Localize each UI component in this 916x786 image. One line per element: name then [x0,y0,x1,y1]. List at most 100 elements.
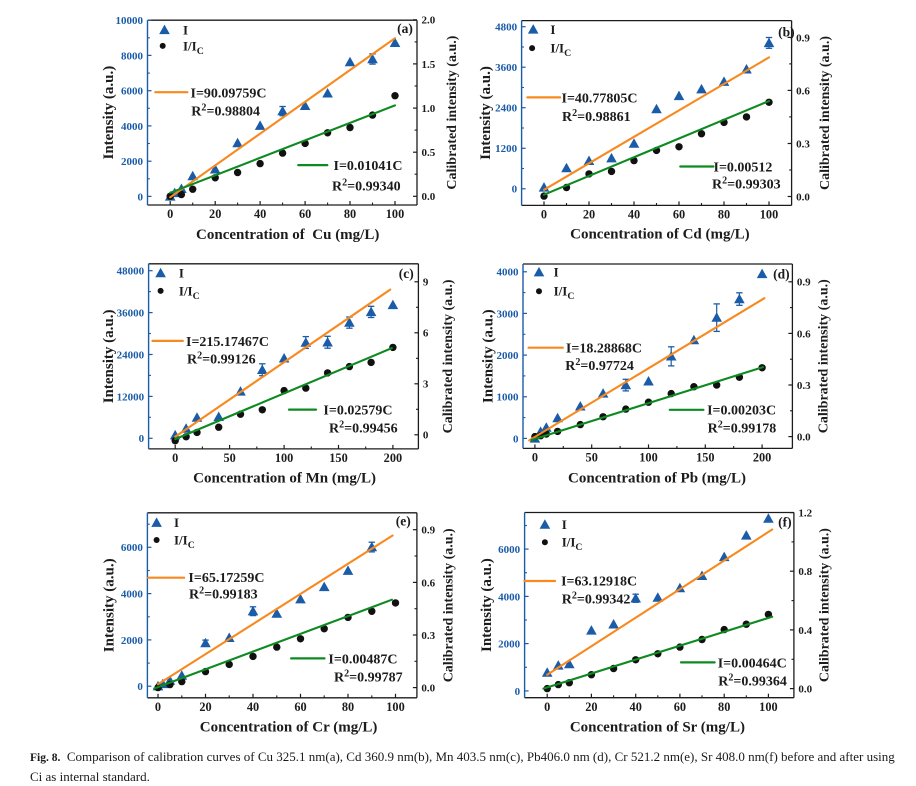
svg-text:4000: 4000 [121,121,144,133]
svg-text:100: 100 [760,208,778,222]
svg-text:Concentration of Cd (mg/L): Concentration of Cd (mg/L) [570,227,750,243]
svg-text:4000: 4000 [121,589,144,601]
svg-text:0.4: 0.4 [798,625,812,637]
svg-text:50: 50 [223,451,235,465]
svg-text:1200: 1200 [495,143,518,155]
svg-text:R2=0.98804: R2=0.98804 [191,102,260,119]
svg-text:200: 200 [384,451,402,465]
svg-text:20: 20 [585,700,597,714]
svg-text:2400: 2400 [495,103,518,115]
svg-text:100: 100 [386,207,404,221]
svg-text:40: 40 [630,700,642,714]
svg-text:60: 60 [294,700,306,714]
svg-text:0.3: 0.3 [797,380,811,392]
svg-text:Intensity (a.u.): Intensity (a.u.) [101,310,117,404]
svg-text:4000: 4000 [498,591,521,603]
svg-text:Calibrated intensity (a.u.): Calibrated intensity (a.u.) [442,528,457,682]
svg-text:I: I [183,22,188,37]
svg-text:0.0: 0.0 [797,432,811,444]
svg-text:Calibrated intensity (a.u.): Calibrated intensity (a.u.) [818,36,833,190]
svg-text:6000: 6000 [121,542,144,554]
svg-text:2000: 2000 [121,156,144,168]
svg-text:Concentration of Sr (mg/L): Concentration of Sr (mg/L) [570,720,745,736]
svg-text:0: 0 [139,433,145,445]
svg-text:Intensity (a.u.): Intensity (a.u.) [478,66,494,160]
svg-text:I=63.12918C: I=63.12918C [561,574,637,589]
svg-text:2000: 2000 [497,350,520,362]
svg-text:0: 0 [512,184,518,196]
svg-text:Concentration of Mn (mg/L): Concentration of Mn (mg/L) [193,471,376,487]
svg-text:4800: 4800 [495,22,518,34]
svg-text:0: 0 [515,686,521,698]
svg-text:I=215.17467C: I=215.17467C [186,335,269,350]
svg-text:24000: 24000 [117,349,145,361]
svg-text:0: 0 [532,451,538,465]
svg-text:Concentration of Pb (mg/L): Concentration of Pb (mg/L) [568,470,746,486]
svg-text:100: 100 [275,451,293,465]
svg-text:6000: 6000 [121,86,144,98]
svg-text:I=0.00203C: I=0.00203C [707,404,776,419]
svg-text:3: 3 [423,379,429,391]
svg-text:40: 40 [247,700,259,714]
svg-text:40: 40 [628,208,640,222]
svg-text:0.9: 0.9 [797,277,811,289]
svg-text:R2=0.99183: R2=0.99183 [189,586,258,603]
svg-text:0: 0 [172,451,178,465]
svg-text:3600: 3600 [495,62,518,74]
svg-text:R2=0.99178: R2=0.99178 [708,419,777,436]
svg-text:(d): (d) [773,267,790,282]
svg-text:I: I [174,515,179,530]
svg-text:3000: 3000 [497,308,520,320]
svg-text:0.9: 0.9 [796,32,810,44]
svg-text:0: 0 [167,207,173,221]
svg-text:I/IC: I/IC [550,41,571,60]
svg-text:(f): (f) [778,515,792,530]
svg-text:(a): (a) [397,21,413,36]
svg-text:I/IC: I/IC [554,284,575,303]
svg-text:0.6: 0.6 [421,577,435,589]
svg-text:8000: 8000 [121,50,144,62]
svg-text:I=65.17259C: I=65.17259C [188,571,264,586]
svg-text:40: 40 [254,207,266,221]
svg-text:0.8: 0.8 [798,566,812,578]
svg-text:100: 100 [386,700,404,714]
svg-text:(c): (c) [399,266,414,281]
svg-text:150: 150 [696,451,714,465]
svg-text:2000: 2000 [498,639,521,651]
svg-text:9: 9 [423,277,429,289]
svg-text:20: 20 [583,208,595,222]
svg-text:80: 80 [342,700,354,714]
svg-text:I: I [562,517,567,532]
svg-text:0.0: 0.0 [796,191,810,203]
svg-text:Calibrated intensity (a.u.): Calibrated intensity (a.u.) [441,279,456,433]
svg-text:100: 100 [639,451,657,465]
svg-text:1.5: 1.5 [422,59,436,71]
svg-text:Calibrated intensity (a.u.): Calibrated intensity (a.u.) [445,35,460,189]
svg-text:I/IC: I/IC [179,283,200,302]
svg-text:0.5: 0.5 [422,147,436,159]
svg-text:R2=0.99126: R2=0.99126 [187,350,256,367]
svg-text:2.0: 2.0 [422,15,436,27]
svg-text:I=0.00487C: I=0.00487C [328,652,397,667]
svg-text:R2=0.97724: R2=0.97724 [565,357,634,374]
svg-text:I=0.00464C: I=0.00464C [718,656,787,671]
svg-text:80: 80 [344,207,356,221]
svg-text:0.3: 0.3 [421,630,435,642]
svg-text:80: 80 [718,208,730,222]
svg-text:I: I [179,266,184,281]
svg-text:R2=0.99364: R2=0.99364 [718,673,787,690]
svg-text:Intensity (a.u.): Intensity (a.u.) [480,309,496,403]
svg-text:R2=0.99456: R2=0.99456 [329,420,398,437]
svg-text:0.9: 0.9 [421,525,435,537]
svg-text:R2=0.99340: R2=0.99340 [332,177,401,194]
svg-text:R2=0.99787: R2=0.99787 [334,668,403,685]
svg-text:0: 0 [155,700,161,714]
svg-text:200: 200 [753,451,771,465]
svg-text:(b): (b) [778,24,795,39]
svg-text:36000: 36000 [117,308,145,320]
svg-text:0: 0 [137,681,143,693]
svg-text:I=90.09759C: I=90.09759C [191,86,267,101]
svg-text:0.0: 0.0 [422,191,436,203]
svg-text:R2=0.99303: R2=0.99303 [712,176,781,193]
svg-text:50: 50 [586,451,598,465]
